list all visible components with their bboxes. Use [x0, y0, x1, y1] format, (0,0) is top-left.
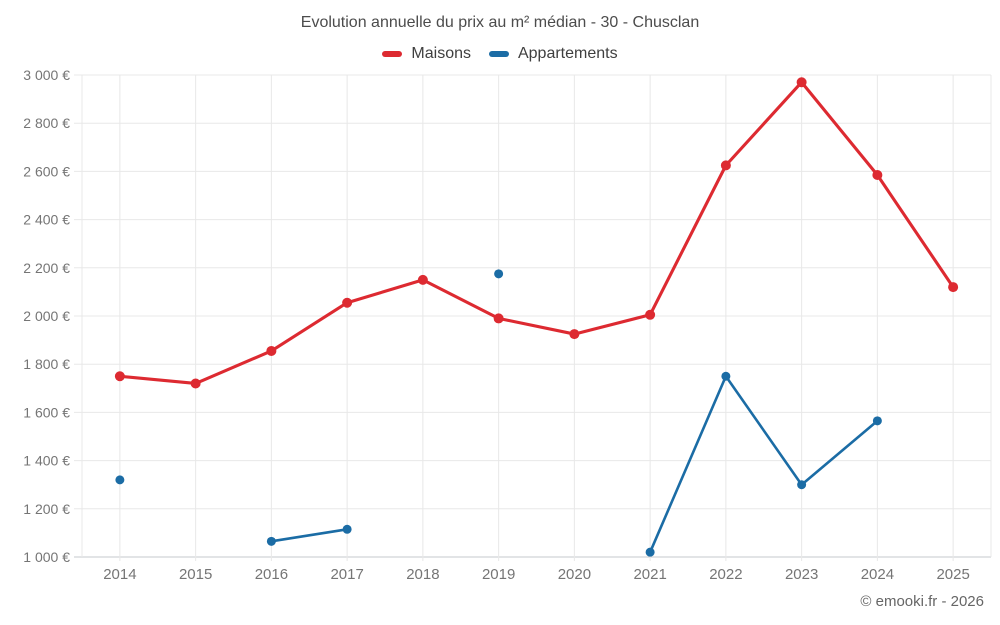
- x-axis-tick-label: 2024: [861, 566, 894, 583]
- data-point-maisons-2014: [114, 371, 125, 382]
- legend-swatch-maisons-icon: [382, 51, 403, 57]
- y-axis-tick-label: 2 800 €: [23, 115, 70, 131]
- y-axis-tick-label: 2 200 €: [23, 260, 70, 276]
- y-axis-tick-label: 3 000 €: [23, 67, 70, 83]
- y-axis-tick-label: 1 000 €: [23, 549, 70, 565]
- data-point-maisons-2019: [493, 313, 504, 324]
- data-point-appartements-2023: [797, 480, 807, 490]
- chart-title: Evolution annuelle du prix au m² médian …: [300, 14, 700, 31]
- data-point-maisons-2020: [569, 329, 580, 340]
- data-point-maisons-2015: [190, 378, 201, 389]
- data-point-maisons-2023: [796, 77, 807, 88]
- y-axis-tick-label: 1 600 €: [23, 404, 70, 420]
- x-axis-tick-label: 2025: [936, 566, 969, 583]
- data-point-maisons-2016: [266, 345, 277, 356]
- data-point-appartements-2014: [115, 475, 125, 485]
- chart-legend: Maisons Appartements: [0, 45, 1000, 63]
- data-point-appartements-2019: [494, 269, 504, 279]
- legend-swatch-appartements-icon: [488, 51, 509, 57]
- y-axis-tick-label: 1 200 €: [23, 501, 70, 517]
- data-point-appartements-2017: [342, 524, 352, 534]
- x-axis-tick-label: 2021: [633, 566, 666, 583]
- y-axis-tick-label: 1 400 €: [23, 453, 70, 469]
- x-axis-tick-label: 2019: [482, 566, 515, 583]
- legend-label-maisons: Maisons: [411, 45, 471, 62]
- x-axis-tick-label: 2015: [179, 566, 212, 583]
- data-point-maisons-2025: [948, 282, 959, 293]
- legend-item-maisons[interactable]: Maisons: [382, 45, 471, 63]
- x-axis-tick-label: 2023: [785, 566, 818, 583]
- data-point-appartements-2021: [645, 547, 655, 557]
- series-line-appartements: [648, 374, 879, 554]
- y-axis-tick-label: 2 400 €: [23, 212, 70, 228]
- data-point-maisons-2021: [645, 309, 656, 320]
- x-axis-tick-label: 2014: [103, 566, 136, 583]
- x-axis-tick-label: 2016: [255, 566, 288, 583]
- x-axis-tick-label: 2022: [709, 566, 742, 583]
- data-point-appartements-2024: [872, 416, 882, 426]
- data-point-maisons-2024: [872, 170, 883, 181]
- data-point-appartements-2022: [721, 371, 731, 381]
- data-point-maisons-2018: [417, 274, 428, 285]
- y-axis-tick-label: 1 800 €: [23, 356, 70, 372]
- data-point-maisons-2022: [720, 160, 731, 171]
- data-point-appartements-2016: [266, 536, 276, 546]
- series-line-appartements: [270, 527, 349, 543]
- y-axis-tick-label: 2 000 €: [23, 308, 70, 324]
- x-axis-tick-label: 2020: [558, 566, 591, 583]
- data-point-maisons-2017: [342, 297, 353, 308]
- copyright-text: © emooki.fr - 2026: [860, 593, 984, 610]
- x-axis-tick-label: 2018: [406, 566, 439, 583]
- series-line-maisons: [118, 80, 955, 386]
- y-axis-tick-label: 2 600 €: [23, 163, 70, 179]
- legend-label-appartements: Appartements: [517, 45, 618, 62]
- x-axis-tick-label: 2017: [330, 566, 363, 583]
- legend-item-appartements[interactable]: Appartements: [488, 45, 618, 63]
